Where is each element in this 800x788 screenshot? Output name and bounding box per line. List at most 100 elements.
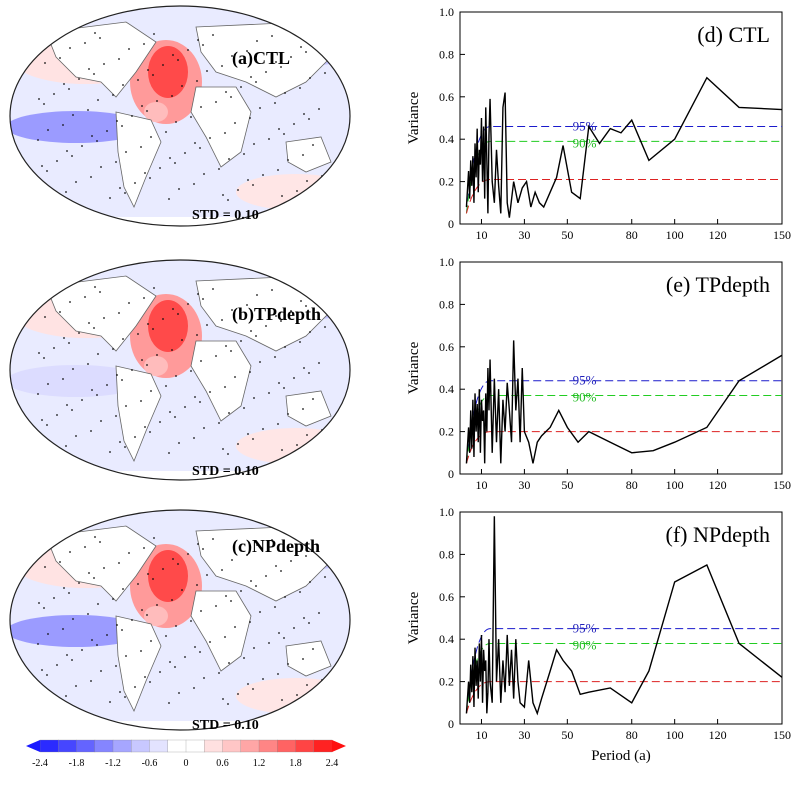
conf-90-label: 90% [573,390,597,405]
plot-2: 0 0.2 0.4 0.6 0.8 1.0 10 30 50 80 100 120 150 Varianc… [406,505,791,764]
conf-95-label: 95% [573,621,597,636]
y-tick-label: 0.4 [439,632,454,646]
africa-shape [190,340,252,422]
y-axis-label: Variance [406,341,422,394]
y-tick-label: 1.0 [439,505,454,519]
x-tick-label: 100 [666,228,684,242]
y-tick-label: 0.2 [439,425,454,439]
colorbar-swatch [185,739,205,753]
colorbar: -2.4 -1.8 -1.2 -0.6 0 0.6 1.2 1.8 2.4 [26,739,346,769]
plot-title: (d) CTL [697,22,770,47]
x-tick-label: 150 [773,478,791,492]
x-axis-label: Period (a) [591,748,651,764]
map-field [10,510,350,730]
colorbar-swatch [277,739,296,753]
y-tick-label: 0.8 [439,547,454,561]
y-tick-label: 0 [448,217,454,231]
y-tick-label: 0.8 [439,47,454,61]
map-border [9,5,351,227]
australia-shape [285,390,332,427]
y-tick-label: 0.4 [439,132,454,146]
colorbar-tick-label: 2.4 [326,758,339,769]
map-field [10,6,350,226]
north-america-shape [45,21,157,98]
conf-95-label: 95% [573,118,597,133]
colorbar-tick-label: 1.8 [289,758,302,769]
y-tick-label: 0.4 [439,382,454,396]
plot-title: (e) TPdepth [666,272,770,297]
x-tick-label: 80 [626,728,638,742]
variance-plots: 00.20.40.60.81.010 30 50 80 100 120 150Varianc… [406,5,791,764]
x-tick-label: 80 [626,478,638,492]
x-tick-label: 150 [773,728,791,742]
y-tick-label: 1.0 [439,255,454,269]
colorbar-swatch [167,739,187,753]
map-a-label: (a)CTL [232,48,290,68]
conf-90-label: 90% [573,637,597,652]
map-a [9,5,351,227]
colorbar-tick-label: 0.6 [216,758,229,769]
plot-0: 0 0.2 0.4 0.6 0.8 1.0 10 30 50 80 100 120 150 Varianc… [406,5,791,242]
colorbar-tick-label: -1.2 [105,758,121,769]
x-tick-label: 50 [561,728,573,742]
colorbar-swatch [204,739,223,753]
south-america-shape [115,365,162,462]
variance-line [465,516,783,716]
x-tick-label: 10 [475,478,487,492]
y-tick-label: 0.6 [439,340,454,354]
y-axis-label: Variance [406,91,422,144]
south-america-shape [115,615,162,712]
map-b-std: STD = 0.10 [192,464,259,479]
colorbar-swatch [58,739,77,753]
plot-title: (f) NPdepth [666,522,770,547]
colorbar-swatch [258,739,278,753]
colorbar-tick-label: -0.6 [142,758,158,769]
x-tick-label: 120 [709,478,727,492]
colorbar-swatch [76,739,96,753]
map-border [9,259,351,481]
north-america-shape [45,525,157,602]
y-tick-label: 0 [448,717,454,731]
map-border [9,509,351,731]
conf-95-label: 95% [573,373,597,388]
map-panel-c: (c)NPdepth STD = 0.10 [6,506,354,734]
x-tick-label: 80 [626,228,638,242]
colorbar-low-arrow [26,740,40,752]
colorbar-swatch [222,739,242,753]
x-tick-label: 50 [561,478,573,492]
variance-line [465,340,783,464]
colorbar-tick-label: 0 [184,758,189,769]
plot-frame [459,11,783,225]
y-axis-label: Variance [406,591,422,644]
x-tick-label: 100 [666,478,684,492]
map-c-std: STD = 0.10 [192,718,259,733]
map-c-label: (c)NPdepth [232,536,320,556]
colorbar-swatch [131,739,150,753]
south-america-shape [115,111,162,208]
map-a-std: STD = 0.10 [192,208,259,223]
y-tick-label: 0.2 [439,675,454,689]
y-tick-label: 0 [448,467,454,481]
y-tick-label: 0.6 [439,90,454,104]
north-america-shape [45,275,157,352]
colorbar-tick-label: -2.4 [32,758,48,769]
australia-shape [285,136,332,173]
x-tick-label: 120 [709,228,727,242]
map-panel-b: (b)TPdepth STD = 0.10 [6,256,354,484]
colorbar-swatch [112,739,132,753]
x-tick-label: 10 [475,228,487,242]
map-panel-a: (a)CTL STD = 0.10 [6,2,354,230]
africa-shape [190,86,252,168]
x-tick-label: 150 [773,228,791,242]
x-tick-label: 50 [561,228,573,242]
variance-line [465,76,783,218]
colorbar-swatch [240,739,260,753]
map-c [9,509,351,731]
colorbar-swatch [39,739,59,753]
colorbar-tick-label: -1.8 [69,758,85,769]
x-tick-label: 30 [518,478,530,492]
colorbar-tick-label: 1.2 [253,758,266,769]
conf-90-label: 90% [573,135,597,150]
colorbar-swatch [313,739,333,753]
plot-1: 0 0.2 0.4 0.6 0.8 1.0 10 30 50 80 100 120 150 Varianc… [406,255,791,492]
